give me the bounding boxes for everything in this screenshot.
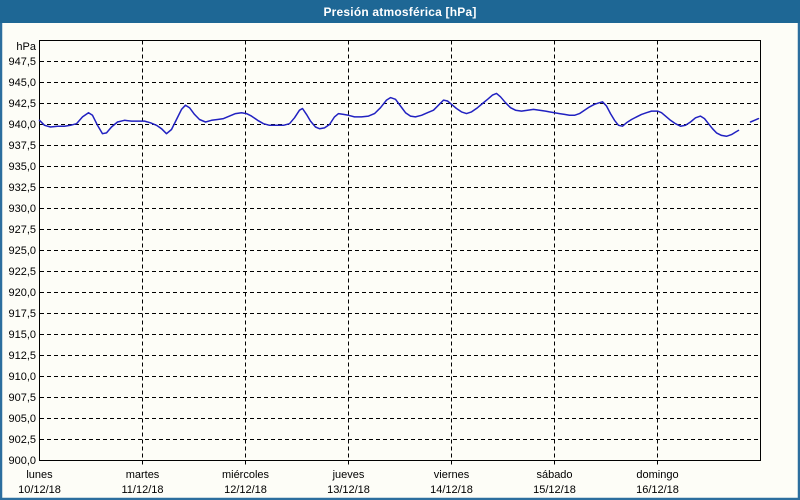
y-axis-tick-label: 942,5 (8, 98, 36, 110)
y-axis-tick-label: 940,0 (8, 119, 36, 131)
y-axis-tick-label: 917,5 (8, 308, 36, 320)
x-axis-day-label: viernes (433, 469, 470, 481)
x-axis-day-label: miércoles (221, 469, 270, 481)
x-axis-date-label: 14/12/18 (430, 484, 473, 496)
y-axis-tick-label: 947,5 (8, 56, 36, 68)
pressure-line (38, 92, 740, 138)
y-axis-tick-label: 930,0 (8, 203, 36, 215)
y-axis-tick-label: 935,0 (8, 161, 36, 173)
y-axis-tick-label: 912,5 (8, 350, 36, 362)
x-axis-date-label: 16/12/18 (636, 484, 679, 496)
x-axis-day-label: sábado (536, 469, 573, 481)
x-axis-date-label: 10/12/18 (18, 484, 61, 496)
y-axis-tick-label: 915,0 (8, 329, 36, 341)
x-axis-day-label: martes (125, 469, 160, 481)
y-axis-tick-label: 927,5 (8, 224, 36, 236)
x-axis-day-label: domingo (636, 469, 679, 481)
x-axis-day-label: lunes (26, 469, 53, 481)
y-axis-tick-label: 920,0 (8, 287, 36, 299)
y-axis-tick-label: 932,5 (8, 182, 36, 194)
y-axis-tick-label: 907,5 (8, 392, 36, 404)
x-axis-date-label: 12/12/18 (224, 484, 267, 496)
y-axis-tick-label: 910,0 (8, 371, 36, 383)
x-axis-day-label: jueves (332, 469, 365, 481)
chart-title: Presión atmosférica [hPa] (323, 4, 477, 19)
y-axis-tick-label: 945,0 (8, 77, 36, 89)
y-axis-tick-label: 925,0 (8, 245, 36, 257)
y-axis-tick-label: 905,0 (8, 413, 36, 425)
x-axis-date-label: 11/12/18 (121, 484, 164, 496)
y-axis-unit-label: hPa (16, 41, 36, 53)
y-axis-tick-label: 922,5 (8, 266, 36, 278)
title-bar: Presión atmosférica [hPa] (0, 0, 800, 23)
y-axis-tick-label: 900,0 (8, 455, 36, 467)
y-axis-tick-label: 937,5 (8, 140, 36, 152)
x-axis-date-label: 15/12/18 (533, 484, 576, 496)
x-axis-date-label: 13/12/18 (327, 484, 370, 496)
y-axis-tick-label: 902,5 (8, 434, 36, 446)
plot-border (39, 40, 761, 461)
pressure-line (749, 117, 760, 123)
